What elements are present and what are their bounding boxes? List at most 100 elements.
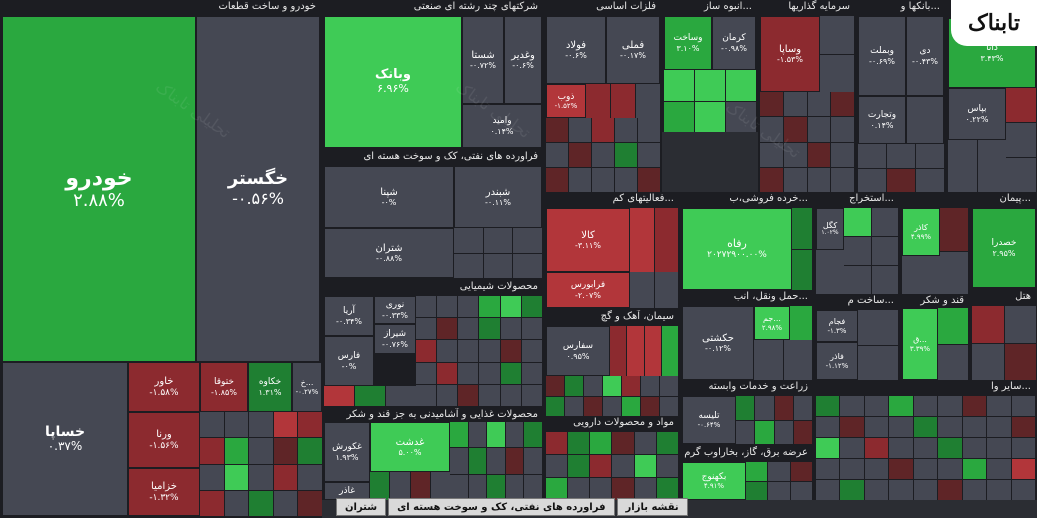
- small-tile[interactable]: [273, 438, 298, 464]
- small-tile[interactable]: [615, 118, 637, 142]
- small-tile[interactable]: [450, 422, 468, 448]
- small-tile[interactable]: [590, 478, 612, 500]
- tile-shbandar[interactable]: شبندر -۰.۱۱%: [454, 166, 542, 228]
- small-tile[interactable]: [962, 396, 987, 416]
- small-tile[interactable]: [568, 432, 590, 454]
- small-tile[interactable]: [524, 422, 542, 448]
- small-tile[interactable]: [546, 432, 568, 454]
- small-tile[interactable]: [793, 420, 812, 444]
- small-tile[interactable]: [249, 464, 273, 490]
- small-tile[interactable]: [654, 272, 678, 308]
- small-tile[interactable]: [479, 296, 500, 318]
- small-tile[interactable]: [948, 140, 977, 192]
- small-tile[interactable]: [454, 253, 483, 278]
- small-tile[interactable]: [820, 16, 854, 54]
- small-tile[interactable]: [298, 464, 322, 490]
- small-tile[interactable]: [938, 396, 962, 416]
- small-tile[interactable]: [416, 318, 437, 340]
- small-tile[interactable]: [630, 272, 654, 308]
- small-tile[interactable]: [592, 143, 614, 167]
- small-tile[interactable]: [1006, 88, 1036, 122]
- small-tile[interactable]: [768, 462, 790, 481]
- small-tile[interactable]: [820, 54, 854, 92]
- small-tile[interactable]: [483, 228, 513, 253]
- small-tile[interactable]: [783, 167, 807, 192]
- small-tile[interactable]: [816, 459, 840, 479]
- small-tile[interactable]: [736, 396, 755, 420]
- small-tile[interactable]: [831, 167, 854, 192]
- small-tile[interactable]: [987, 396, 1011, 416]
- small-tile[interactable]: [807, 142, 831, 167]
- small-tile[interactable]: [458, 340, 479, 362]
- small-tile[interactable]: [790, 481, 812, 500]
- small-tile[interactable]: [755, 420, 774, 444]
- small-tile[interactable]: [592, 118, 614, 142]
- small-tile[interactable]: [858, 168, 886, 192]
- small-tile[interactable]: [746, 462, 768, 481]
- small-tile[interactable]: [634, 478, 656, 500]
- small-tile[interactable]: [938, 344, 968, 380]
- small-tile[interactable]: [816, 480, 840, 500]
- small-tile[interactable]: [858, 310, 898, 345]
- small-tile[interactable]: [792, 208, 812, 249]
- tile-khodro[interactable]: خودرو ۲.۸۸%: [2, 16, 196, 362]
- small-tile[interactable]: [546, 376, 564, 396]
- small-tile[interactable]: [200, 490, 224, 516]
- small-tile[interactable]: [840, 480, 864, 500]
- small-tile[interactable]: [654, 208, 678, 272]
- small-tile[interactable]: [610, 326, 627, 376]
- small-tile[interactable]: [521, 340, 542, 362]
- small-tile[interactable]: [940, 208, 968, 251]
- small-tile[interactable]: [546, 143, 568, 167]
- small-tile[interactable]: [940, 251, 968, 294]
- small-tile[interactable]: [298, 412, 322, 438]
- small-tile[interactable]: [987, 480, 1011, 500]
- small-tile[interactable]: [790, 306, 812, 340]
- small-tile[interactable]: [200, 464, 224, 490]
- small-tile[interactable]: [298, 438, 322, 464]
- small-tile[interactable]: [1011, 480, 1035, 500]
- small-tile[interactable]: [816, 417, 840, 437]
- breadcrumb-item-market-map[interactable]: نقشه بازار: [616, 498, 688, 516]
- small-tile[interactable]: [1006, 123, 1036, 157]
- small-tile[interactable]: [386, 386, 416, 406]
- small-tile[interactable]: [487, 448, 505, 474]
- small-tile[interactable]: [505, 448, 524, 474]
- small-tile[interactable]: [568, 455, 590, 477]
- small-tile[interactable]: [612, 478, 634, 500]
- small-tile[interactable]: [746, 481, 768, 500]
- tile-khsapa[interactable]: خساپا ۰.۳۷%: [2, 362, 128, 516]
- small-tile[interactable]: [736, 420, 755, 444]
- small-tile[interactable]: [454, 228, 483, 253]
- small-tile[interactable]: [1004, 343, 1036, 380]
- small-tile[interactable]: [450, 448, 468, 474]
- tile-zob[interactable]: ذوب -۱.۵۲%: [546, 84, 586, 118]
- small-tile[interactable]: [661, 326, 678, 376]
- small-tile[interactable]: [630, 208, 654, 272]
- small-tile[interactable]: [987, 459, 1011, 479]
- small-tile[interactable]: [864, 480, 889, 500]
- small-tile[interactable]: [774, 420, 793, 444]
- small-tile[interactable]: [569, 143, 591, 167]
- small-tile[interactable]: [889, 438, 913, 458]
- small-tile[interactable]: [612, 432, 634, 454]
- small-tile[interactable]: [224, 490, 249, 516]
- tile-khzamia[interactable]: خزامیا -۱.۳۲%: [128, 468, 200, 516]
- small-tile[interactable]: [450, 474, 468, 500]
- tile-fafzar[interactable]: فاذر -۱.۱۲%: [816, 342, 858, 380]
- small-tile[interactable]: [783, 117, 807, 142]
- small-tile[interactable]: [500, 384, 521, 406]
- small-tile[interactable]: [858, 144, 886, 168]
- small-tile[interactable]: [913, 396, 938, 416]
- small-tile[interactable]: [458, 384, 479, 406]
- small-tile[interactable]: [468, 448, 487, 474]
- small-tile[interactable]: [638, 143, 660, 167]
- small-tile[interactable]: [695, 70, 725, 101]
- tile-khsdra[interactable]: خصدرا ۲.۹۵%: [972, 208, 1036, 288]
- small-tile[interactable]: [505, 474, 524, 500]
- tile-arya[interactable]: آریا -۰.۳۴%: [324, 296, 374, 336]
- small-tile[interactable]: [887, 144, 915, 168]
- tile-vsapa[interactable]: وساپا -۱.۵۳%: [760, 16, 820, 92]
- small-tile[interactable]: [792, 249, 812, 290]
- small-tile[interactable]: [612, 455, 634, 477]
